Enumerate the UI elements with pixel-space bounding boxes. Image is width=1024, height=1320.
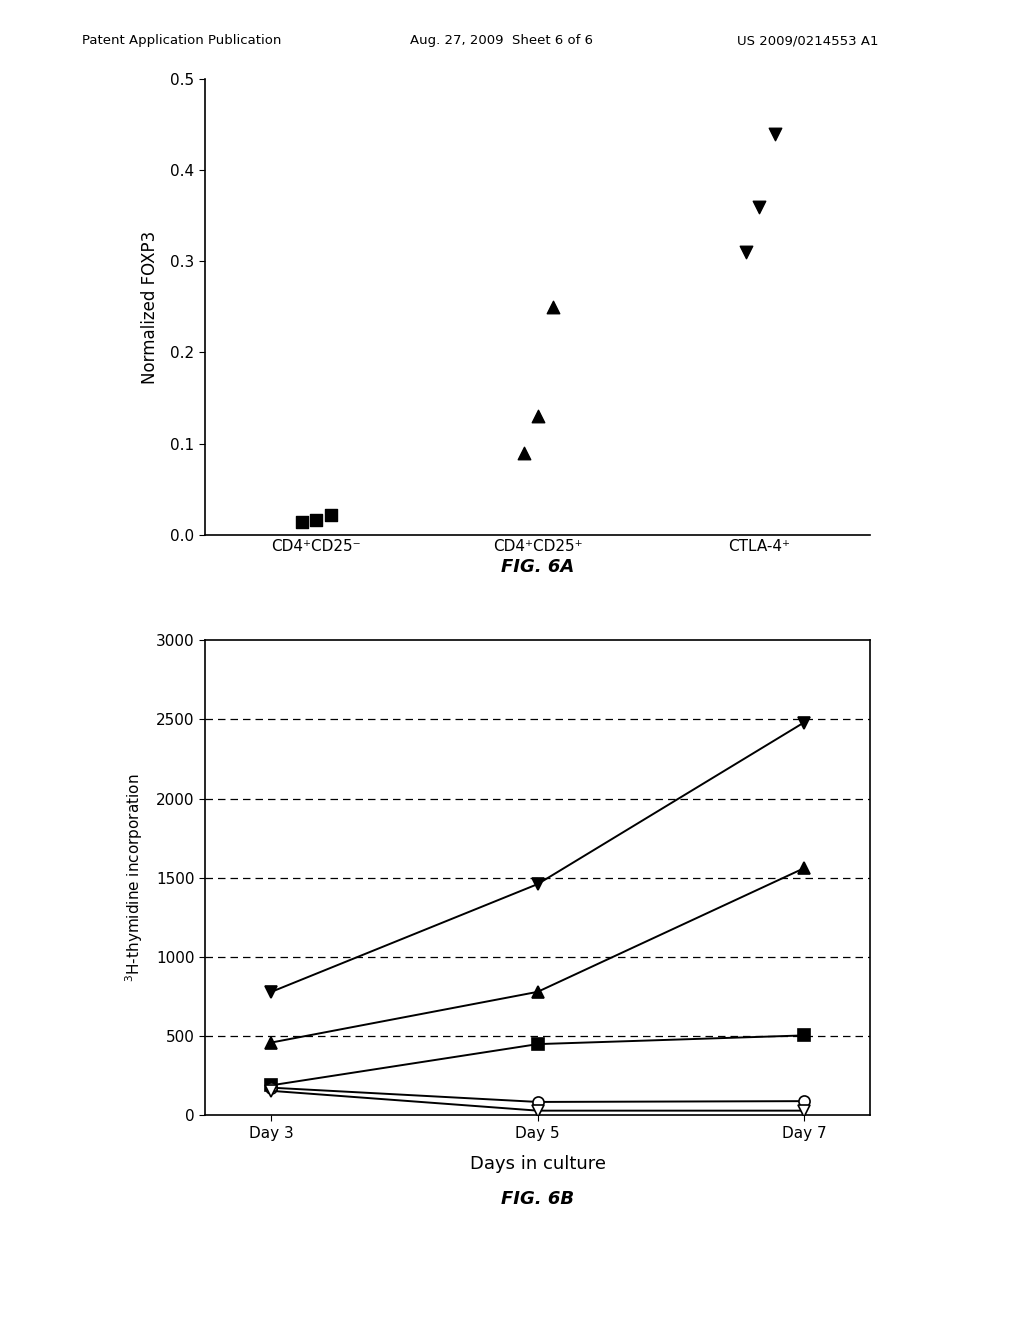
Point [294, 511, 310, 532]
Point [324, 504, 340, 525]
Text: FIG. 6A: FIG. 6A [501, 557, 574, 576]
Point [545, 297, 561, 318]
Y-axis label: $^{3}$H-thymidine incorporation: $^{3}$H-thymidine incorporation [123, 774, 144, 982]
Point [516, 442, 532, 463]
Point [529, 405, 546, 426]
Point [752, 197, 768, 218]
Point [307, 510, 324, 531]
Point [738, 242, 755, 263]
Text: Aug. 27, 2009  Sheet 6 of 6: Aug. 27, 2009 Sheet 6 of 6 [410, 34, 593, 48]
Y-axis label: Normalized FOXP3: Normalized FOXP3 [141, 230, 159, 384]
Point [767, 123, 783, 144]
X-axis label: Days in culture: Days in culture [470, 1155, 605, 1172]
Text: US 2009/0214553 A1: US 2009/0214553 A1 [737, 34, 879, 48]
Text: FIG. 6B: FIG. 6B [501, 1189, 574, 1208]
Text: Patent Application Publication: Patent Application Publication [82, 34, 282, 48]
